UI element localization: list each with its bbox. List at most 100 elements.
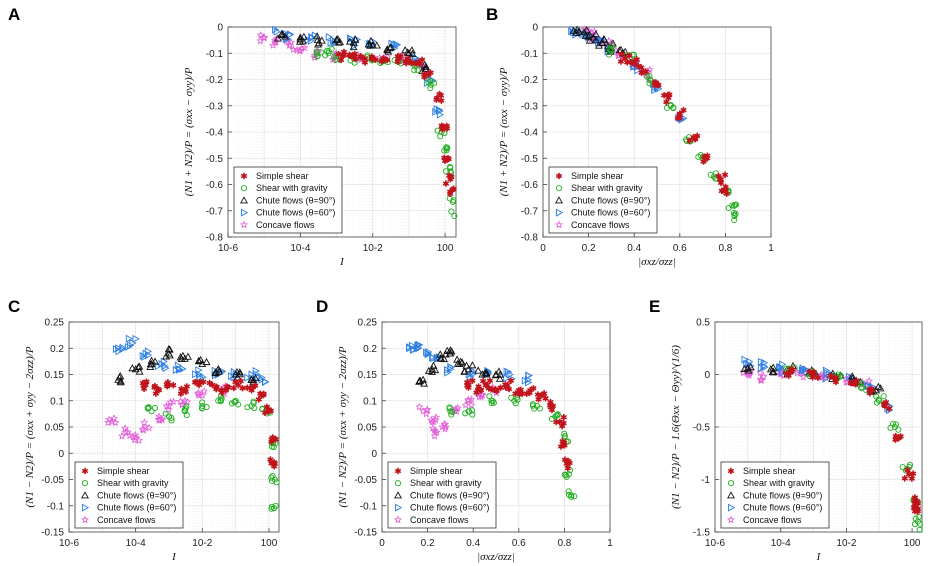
point-concave	[105, 415, 114, 424]
x-axis-label: I	[339, 256, 345, 268]
point-chute90	[151, 357, 160, 365]
point-shear_gravity	[561, 471, 568, 478]
point-shear_gravity	[873, 393, 880, 400]
point-shear_gravity	[182, 405, 189, 412]
point-chute60	[423, 348, 431, 357]
legend-marker-chute60	[81, 503, 90, 512]
point-concave	[430, 425, 439, 434]
point-concave	[129, 432, 138, 441]
point-simple_shear	[853, 377, 860, 384]
y-axis-label: (N1 + N2)/P = (σxx − σyy)/P	[498, 67, 510, 196]
point-simple_shear	[412, 60, 419, 67]
point-concave	[193, 389, 202, 398]
point-simple_shear	[424, 71, 432, 78]
point-simple_shear	[701, 153, 708, 160]
point-simple_shear	[547, 398, 554, 406]
point-chute90	[495, 367, 503, 375]
y-tick-label: 0.05	[45, 423, 65, 434]
panel-label: D	[316, 297, 328, 316]
point-chute90	[332, 35, 341, 43]
y-tick-label: -0.5	[206, 154, 224, 165]
point-simple_shear	[512, 390, 519, 397]
point-chute90	[298, 37, 307, 45]
point-simple_shear	[268, 436, 275, 443]
legend-marker-shear_gravity	[240, 185, 248, 192]
y-tick-label: -0.5	[693, 423, 711, 434]
legend-marker-concave	[239, 220, 249, 229]
y-tick-label: 0.25	[358, 318, 378, 329]
point-simple_shear	[152, 390, 160, 397]
point-simple_shear	[383, 56, 391, 64]
point-simple_shear	[405, 55, 412, 62]
point-simple_shear	[437, 92, 445, 99]
point-concave	[590, 27, 599, 35]
y-tick-label: -0.8	[521, 233, 539, 244]
point-chute90	[598, 38, 606, 47]
point-chute60	[430, 354, 438, 363]
point-chute90	[464, 365, 473, 373]
x-tick-label: 0.2	[421, 538, 435, 549]
legend-marker-simple_shear	[394, 467, 402, 475]
panel-label: E	[649, 297, 660, 316]
point-chute60	[741, 355, 749, 364]
point-simple_shear	[443, 122, 450, 130]
legend-marker-chute60	[727, 503, 736, 512]
point-chute60	[761, 363, 769, 372]
point-concave	[178, 400, 187, 408]
point-chute90	[351, 35, 360, 43]
point-simple_shear	[183, 383, 191, 390]
point-chute90	[482, 370, 491, 378]
point-chute60	[162, 364, 170, 373]
point-chute60	[230, 373, 238, 382]
point-concave	[453, 403, 462, 412]
y-tick-label: -0.4	[521, 128, 539, 139]
point-shear_gravity	[268, 474, 275, 481]
y-tick-label: -1	[701, 475, 710, 486]
point-concave	[269, 41, 278, 49]
data-points	[256, 25, 458, 220]
point-shear_gravity	[183, 412, 190, 419]
point-simple_shear	[911, 494, 919, 501]
point-simple_shear	[368, 55, 376, 63]
point-chute90	[429, 361, 438, 369]
point-simple_shear	[664, 91, 672, 99]
point-shear_gravity	[251, 405, 258, 412]
point-chute90	[436, 350, 445, 358]
legend-label-shear_gravity: Shear with gravity	[743, 478, 815, 488]
point-chute90	[740, 364, 749, 373]
point-shear_gravity	[199, 404, 206, 412]
legend-label-concave: Concave flows	[571, 220, 630, 230]
point-chute60	[261, 377, 270, 386]
point-simple_shear	[558, 422, 566, 430]
point-simple_shear	[715, 172, 722, 180]
point-concave	[756, 368, 765, 377]
point-chute60	[392, 40, 400, 49]
point-concave	[176, 397, 185, 405]
point-chute60	[127, 341, 135, 350]
point-shear_gravity	[411, 67, 418, 74]
legend: Simple shear Shear with gravity Chute flow…	[387, 461, 497, 529]
point-simple_shear	[507, 377, 515, 384]
legend-label-shear_gravity: Shear with gravity	[410, 478, 482, 488]
point-simple_shear	[642, 68, 649, 75]
point-chute90	[372, 41, 381, 49]
legend-marker-chute90	[240, 196, 248, 204]
legend-marker-chute60	[555, 208, 564, 217]
point-shear_gravity	[199, 402, 206, 410]
point-shear_gravity	[270, 443, 277, 451]
point-chute90	[164, 344, 173, 353]
point-simple_shear	[206, 379, 213, 387]
point-chute90	[366, 41, 375, 49]
y-tick-label: -0.2	[206, 75, 224, 86]
legend-label-simple_shear: Simple shear	[256, 171, 309, 181]
point-chute90	[431, 365, 440, 374]
point-shear_gravity	[217, 398, 224, 405]
point-shear_gravity	[730, 210, 738, 217]
point-shear_gravity	[270, 505, 278, 512]
point-chute90	[575, 27, 584, 35]
point-chute90	[177, 354, 186, 362]
point-chute90	[416, 376, 425, 384]
point-concave	[865, 376, 874, 385]
point-chute90	[744, 366, 753, 374]
point-chute60	[505, 368, 513, 377]
